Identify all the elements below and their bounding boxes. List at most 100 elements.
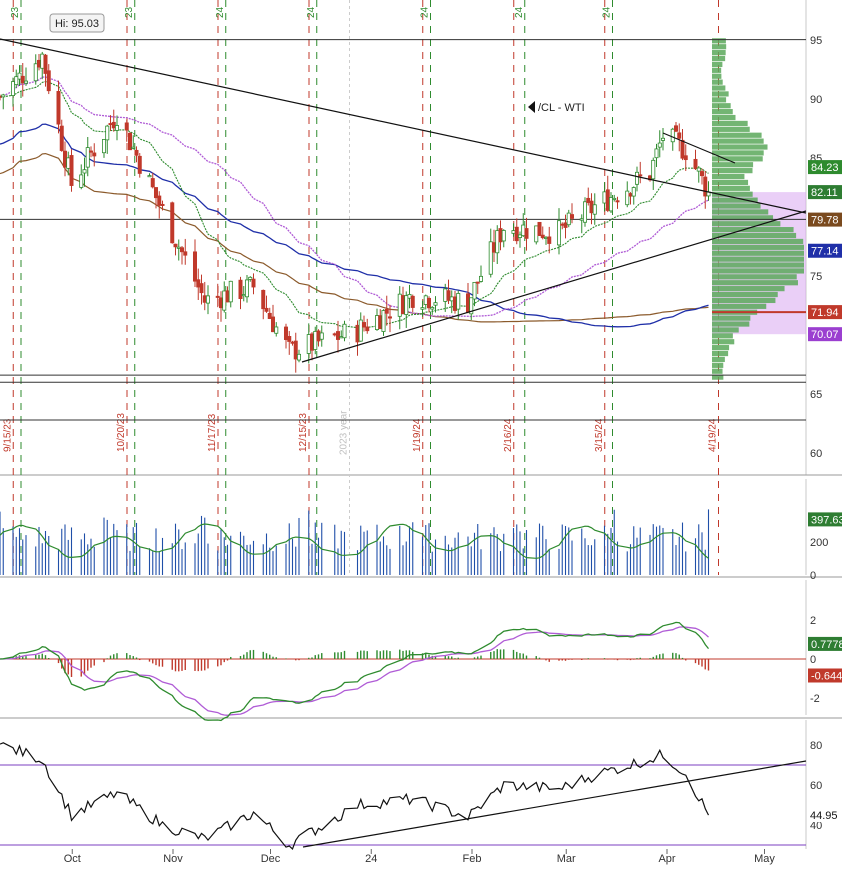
profile-bar [712,280,798,286]
profile-bar [712,138,764,144]
candle-body [361,322,366,328]
expiry-label: 11/17/23 [207,413,218,452]
profile-bar [712,315,751,321]
candle-body [264,307,269,312]
candle-body [127,132,132,151]
candle-body [228,280,233,303]
candle-body [244,279,249,298]
macd-last-label-bg [808,636,842,651]
candle-body [514,226,519,242]
candle-body [495,230,500,254]
profile-bar [712,156,763,162]
candle-body [612,197,617,200]
candle-body [404,295,409,315]
candle-body [449,296,454,302]
horizontal-levels [0,39,806,421]
candle-body [635,171,640,185]
price-tick: 90 [810,94,822,106]
candle-body [92,152,97,157]
month-tick: Oct [64,853,81,865]
candle-body [23,80,28,84]
candle-body [335,331,340,340]
candle-body [387,316,392,319]
macd-panel [0,580,842,719]
candle-body [397,293,402,317]
profile-bar [712,297,776,304]
candle-body [290,341,295,344]
candle-body [378,315,383,330]
candle-body [358,319,363,342]
price-label: 77.14 [811,246,839,258]
candle-body [10,81,15,96]
candle-body [287,336,292,342]
candle-body [498,228,503,243]
candle-body [248,276,253,280]
volume-ma-line [0,523,709,559]
candle-body [66,157,71,169]
candle-body [196,279,201,288]
candle-body [703,176,708,197]
profile-bar [712,126,750,132]
candle-body [410,295,415,308]
candle-body [63,150,68,168]
candle-body [465,293,470,313]
candle-body [589,200,594,214]
roll-label: 23 [124,6,135,18]
candle-body [342,323,347,339]
candle-body [566,212,571,226]
price-label: 71.94 [811,307,839,319]
month-tick: Apr [658,853,675,865]
channel-line [662,132,736,164]
profile-bar [712,221,781,227]
macd-tick: 2 [810,615,816,627]
candle-body [365,326,370,332]
roll-label: 24 [215,6,226,18]
candle-body [700,171,705,177]
candle-body [222,290,227,311]
candle-body [540,234,545,239]
macd-lines [0,621,806,722]
candle-body [218,297,223,309]
profile-bar [712,232,797,239]
macd-hist-label-bg [808,668,842,683]
profile-bar [712,345,730,351]
candle-body [469,297,474,315]
profile-bar [712,274,797,280]
profile-bar [712,79,723,85]
candle-body [638,174,643,177]
price-label: 84.23 [811,162,839,174]
profile-bar [712,321,750,327]
rsi-last-bg [808,808,842,823]
month-tick: Dec [261,853,281,865]
profile-bar [712,238,804,245]
price-label: 70.07 [811,329,839,341]
symbol-label: /CL - WTI [528,101,585,114]
candle-body [309,333,314,351]
price-label: 82.11 [811,187,838,199]
candle-body [183,251,188,256]
candle-body [59,125,64,151]
expiry-label: 12/15/23 [298,413,309,452]
profile-bar [712,114,736,121]
candle-body [134,149,139,156]
expiry-label: 3/15/24 [594,418,605,452]
expiry-label: 9/15/23 [2,418,13,452]
candle-body [674,125,679,132]
macd-line [0,621,710,722]
candle-body [131,146,136,149]
month-tick: 24 [365,853,377,865]
profile-bar [712,109,733,115]
candle-body [170,202,175,244]
candle-body [202,295,207,303]
candle-body [651,159,656,180]
candle-body [192,251,197,282]
candle-body [238,279,243,300]
profile-bar [712,168,753,174]
macd-hist-label: -0.644 [811,670,842,682]
macd-tick: 0 [810,654,816,666]
candle-body [443,288,448,302]
profile-bar [712,179,749,186]
profile-bar [712,132,762,138]
candle-body [46,70,51,92]
candle-body [605,189,610,211]
